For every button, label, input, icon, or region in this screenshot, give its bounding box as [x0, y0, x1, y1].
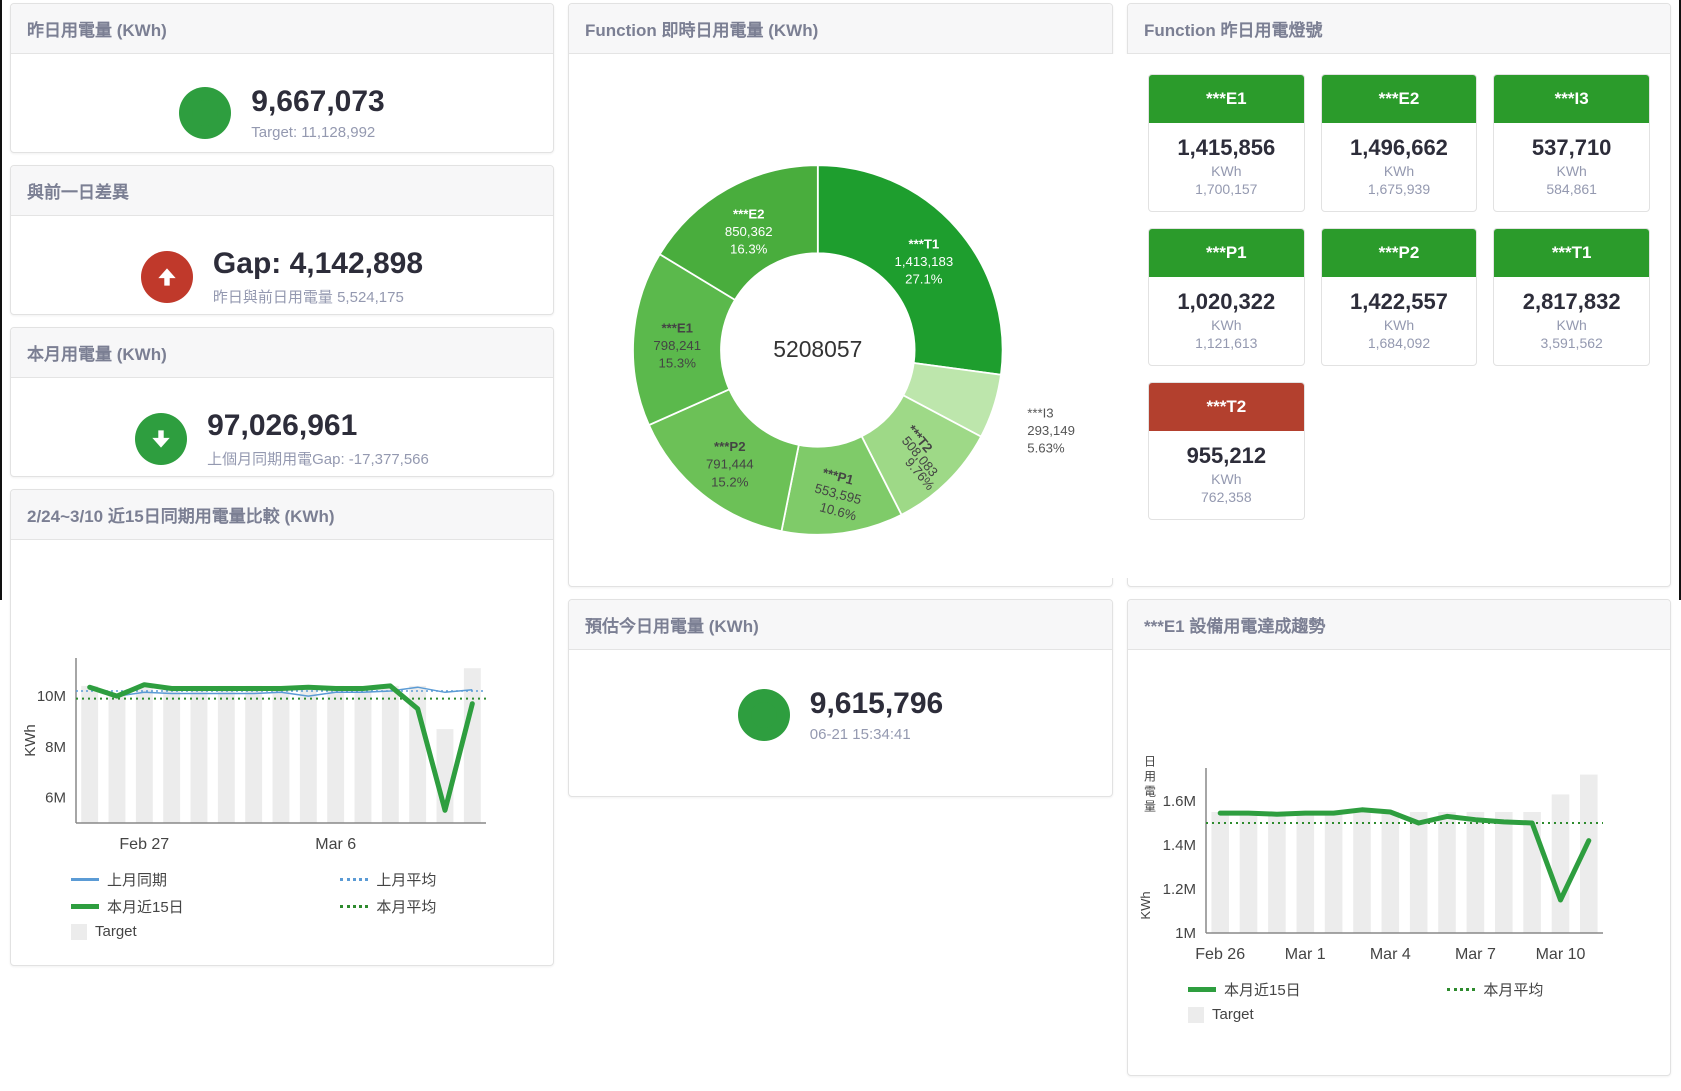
- svg-text:Mar 6: Mar 6: [315, 836, 356, 853]
- svg-text:1.6M: 1.6M: [1163, 793, 1196, 810]
- svg-text:Mar 4: Mar 4: [1370, 946, 1411, 963]
- svg-text:Feb 26: Feb 26: [1195, 946, 1245, 963]
- svg-text:293,149: 293,149: [1027, 422, 1075, 437]
- svg-text:10M: 10M: [37, 688, 66, 705]
- svg-text:***I3: ***I3: [1027, 405, 1053, 420]
- svg-text:5208057: 5208057: [773, 336, 862, 362]
- svg-text:15.3%: 15.3%: [659, 355, 697, 370]
- svg-text:1,413,183: 1,413,183: [895, 254, 954, 269]
- svg-text:791,444: 791,444: [706, 456, 754, 471]
- svg-text:***P2: ***P2: [714, 439, 746, 454]
- svg-text:日: 日: [1144, 755, 1156, 769]
- svg-text:***E1: ***E1: [661, 320, 693, 335]
- svg-text:KWh: KWh: [22, 724, 39, 757]
- svg-text:電: 電: [1144, 785, 1156, 799]
- svg-text:量: 量: [1144, 800, 1156, 814]
- svg-text:8M: 8M: [45, 739, 66, 756]
- svg-text:Mar 7: Mar 7: [1455, 946, 1496, 963]
- svg-text:KWh: KWh: [1138, 891, 1153, 919]
- svg-text:Mar 1: Mar 1: [1285, 946, 1326, 963]
- svg-text:用: 用: [1144, 770, 1156, 784]
- svg-text:Mar 10: Mar 10: [1536, 946, 1586, 963]
- svg-text:1.2M: 1.2M: [1163, 881, 1196, 898]
- svg-text:850,362: 850,362: [725, 224, 773, 239]
- svg-text:***E2: ***E2: [733, 206, 765, 221]
- svg-text:1.4M: 1.4M: [1163, 837, 1196, 854]
- svg-text:1M: 1M: [1175, 925, 1196, 942]
- svg-text:15.2%: 15.2%: [711, 474, 749, 489]
- svg-text:5.63%: 5.63%: [1027, 440, 1065, 455]
- svg-text:798,241: 798,241: [653, 337, 701, 352]
- svg-text:***T1: ***T1: [908, 236, 939, 251]
- svg-text:27.1%: 27.1%: [905, 271, 943, 286]
- svg-text:6M: 6M: [45, 790, 66, 807]
- svg-text:16.3%: 16.3%: [730, 241, 768, 256]
- svg-text:Feb 27: Feb 27: [119, 836, 169, 853]
